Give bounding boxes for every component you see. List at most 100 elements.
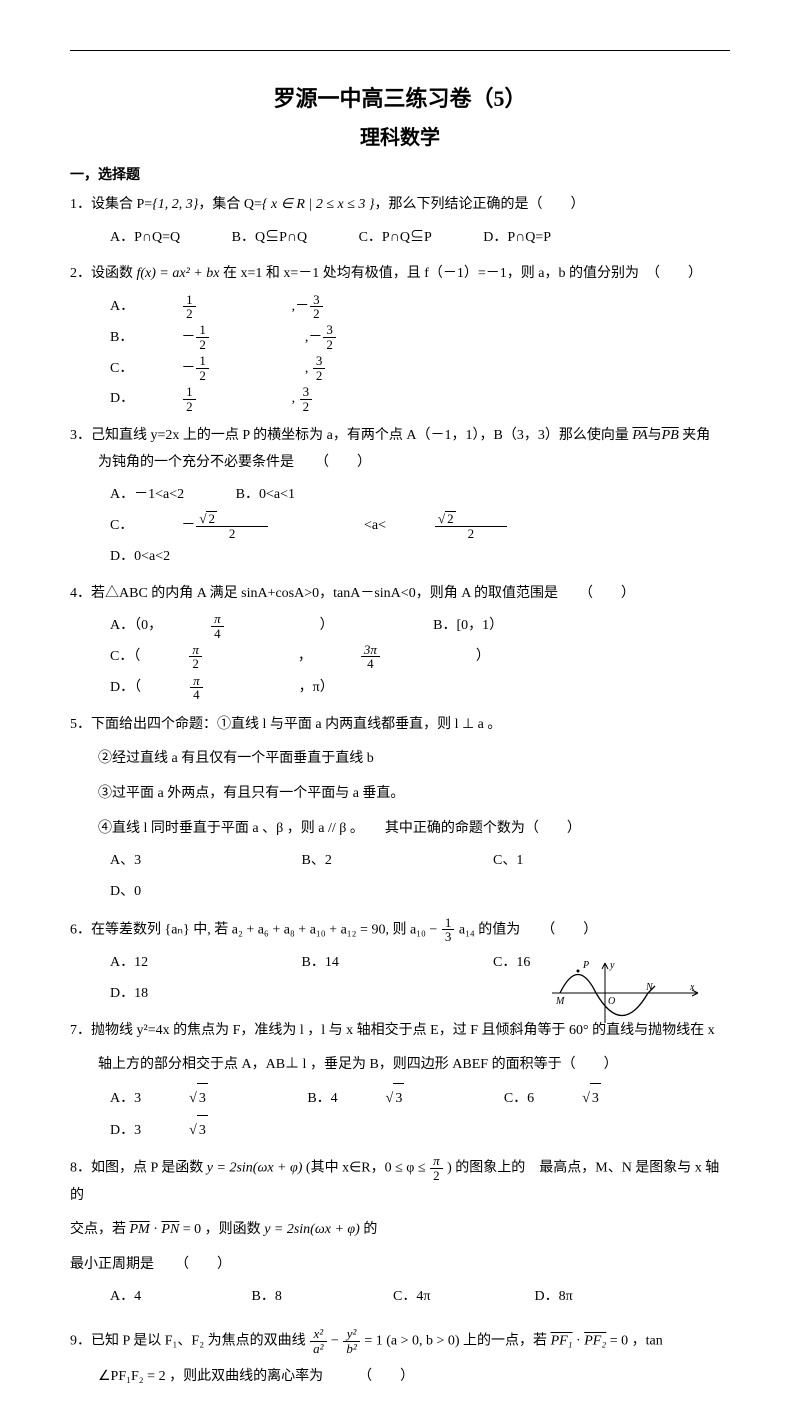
d: 2 bbox=[430, 1169, 443, 1183]
d: 4 bbox=[361, 657, 380, 671]
n: 3 bbox=[300, 385, 313, 400]
r: 3 bbox=[197, 1115, 208, 1147]
q1-C: C．P∩Q⊆P bbox=[359, 223, 432, 254]
q3-C-mid: <a< bbox=[364, 511, 386, 542]
s: ） bbox=[476, 642, 490, 673]
page: 罗源一中高三练习卷（5） 理科数学 一，选择题 1．设集合 P={1, 2, 3… bbox=[0, 0, 800, 1424]
d: 2 bbox=[189, 657, 202, 671]
q5-A: A、3 bbox=[110, 846, 250, 877]
question-2: 2．设函数 f(x) = ax² + bx 在 x=1 和 x=－1 处均有极值… bbox=[70, 261, 730, 288]
q3-PA: PA bbox=[632, 428, 647, 443]
r: 2 bbox=[445, 511, 456, 526]
q8-PM: PM bbox=[130, 1222, 150, 1237]
p: D．（ bbox=[110, 673, 141, 704]
q1-setQ: { x ∈ R | 2 ≤ x ≤ 3 } bbox=[262, 197, 375, 212]
q4-A: A．（0，π4） bbox=[110, 611, 382, 642]
q5-B: B、2 bbox=[302, 846, 442, 877]
q5-p2: ②经过直线 a 有且仅有一个平面垂直于直线 b bbox=[70, 746, 730, 773]
doc-title: 罗源一中高三练习卷（5） bbox=[70, 81, 730, 113]
q1-stem-c: ，那么下列结论正确的是（ ） bbox=[375, 197, 585, 212]
q8-l2a: 交点，若 bbox=[70, 1222, 130, 1237]
section-heading: 一，选择题 bbox=[70, 164, 730, 184]
q8-A: A．4 bbox=[110, 1282, 200, 1313]
q8-C: C．4π bbox=[393, 1282, 483, 1313]
label-x: x bbox=[689, 982, 695, 993]
label-M: M bbox=[555, 996, 565, 1007]
q8-stem-a: 8．如图，点 P 是函数 bbox=[70, 1161, 207, 1176]
q9-stem-b: = 1 (a > 0, b > 0) 上的一点，若 bbox=[364, 1334, 550, 1349]
n: 1 bbox=[442, 916, 455, 931]
q3-PB: PB bbox=[662, 428, 679, 443]
d: 2 bbox=[183, 400, 196, 414]
n: 3π bbox=[361, 643, 380, 658]
q9-stem-a: 9．已知 P 是以 F₁、F₂ 为焦点的双曲线 bbox=[70, 1334, 309, 1349]
n: 3 bbox=[313, 354, 326, 369]
q4-D: D．（π4，π） bbox=[110, 673, 382, 704]
q1-B: B．Q⊆P∩Q bbox=[232, 223, 307, 254]
n: x² bbox=[310, 1327, 326, 1342]
q5-options: A、3 B、2 C、1 D、0 bbox=[110, 846, 730, 908]
q2-A-pre: A． bbox=[110, 292, 134, 323]
d: 2 bbox=[183, 307, 196, 321]
q8-PN: PN bbox=[161, 1222, 179, 1237]
q8-B: B．8 bbox=[252, 1282, 342, 1313]
q6-A: A．12 bbox=[110, 948, 250, 979]
n: 3 bbox=[310, 293, 323, 308]
p: A．（0， bbox=[110, 611, 162, 642]
minus: − bbox=[328, 1334, 343, 1349]
label-O: O bbox=[608, 996, 615, 1007]
m: ， bbox=[298, 642, 312, 673]
q1-D: D．P∩Q=P bbox=[483, 223, 551, 254]
question-1: 1．设集合 P={1, 2, 3}，集合 Q={ x ∈ R | 2 ≤ x ≤… bbox=[70, 192, 730, 219]
d: 4 bbox=[211, 627, 224, 641]
q1-setP: {1, 2, 3} bbox=[152, 197, 198, 212]
label-P: P bbox=[582, 960, 589, 971]
q8-line2: 交点，若 PM · PN = 0 ，则函数 y = 2sin(ωx + φ) 的 bbox=[70, 1217, 730, 1244]
q3-A: A．－1<a<2 bbox=[110, 480, 184, 511]
d: a² bbox=[310, 1342, 326, 1356]
question-6: 6．在等差数列 {aₙ} 中, 若 a₂ + a₆ + a₈ + a₁₀ + a… bbox=[70, 916, 730, 944]
n: π bbox=[189, 643, 202, 658]
n: π bbox=[190, 674, 203, 689]
q1-A: A．P∩Q=Q bbox=[110, 223, 180, 254]
q6-B: B．14 bbox=[302, 948, 442, 979]
q7-A: A．3√3 bbox=[110, 1083, 256, 1115]
q8-stem-b: (其中 x∈R，0 ≤ φ ≤ bbox=[302, 1161, 429, 1176]
q3-D: D．0<a<2 bbox=[110, 542, 170, 573]
q9-PF2: PF₂ bbox=[584, 1334, 606, 1349]
d: 3 bbox=[442, 930, 455, 944]
n: 1 bbox=[196, 323, 209, 338]
q3-options: A．－1<a<2 B．0<a<1 C．－√22 <a< √22 D．0<a<2 bbox=[110, 480, 730, 572]
q1-stem-b: ，集合 Q= bbox=[198, 197, 262, 212]
n: 3 bbox=[323, 323, 336, 338]
q8-l2c: 的 bbox=[360, 1222, 378, 1237]
p: A．3 bbox=[110, 1084, 141, 1115]
question-4: 4．若△ABC 的内角 A 满足 sinA+cosA>0，tanA－sinA<0… bbox=[70, 581, 730, 608]
d: 2 bbox=[196, 338, 209, 352]
point-P bbox=[577, 970, 580, 973]
q3-line2: 为钝角的一个充分不必要条件是 （ ） bbox=[70, 450, 730, 477]
q7-line2: 轴上方的部分相交于点 A，AB⊥ l ，垂足为 B，则四边形 ABEF 的面积等… bbox=[70, 1052, 730, 1079]
question-8: 8．如图，点 P 是函数 y = 2sin(ωx + φ) (其中 x∈R，0 … bbox=[70, 1154, 730, 1209]
q2-C: C．－12, 32 bbox=[110, 354, 421, 385]
p: D．3 bbox=[110, 1116, 141, 1147]
p: C．6 bbox=[504, 1084, 534, 1115]
d: 2 bbox=[323, 338, 336, 352]
q3-C: C．－√22 <a< √22 bbox=[110, 511, 603, 542]
q9-PF1: PF₁ bbox=[551, 1334, 573, 1349]
p: B．4 bbox=[307, 1084, 337, 1115]
q7-C: C．6√3 bbox=[504, 1083, 649, 1115]
q8-l2b: = 0 ，则函数 bbox=[179, 1222, 264, 1237]
n: π bbox=[430, 1154, 443, 1169]
sine-graph: P M O N x y bbox=[550, 958, 700, 1028]
d: 2 bbox=[300, 400, 313, 414]
q7-B: B．4√3 bbox=[307, 1083, 452, 1115]
d: 2 bbox=[196, 369, 209, 383]
question-3: 3．己知直线 y=2x 上的一点 P 的横坐标为 a，有两个点 A（－1，1），… bbox=[70, 423, 730, 476]
r: 3 bbox=[393, 1083, 404, 1115]
q2-C-pre: C． bbox=[110, 354, 133, 385]
q2-stem-a: 2．设函数 bbox=[70, 266, 137, 281]
q8-D: D．8π bbox=[535, 1282, 625, 1313]
q5-p4: ④直线 l 同时垂直于平面 a 、β ，则 a // β 。 其中正确的命题个数… bbox=[70, 816, 730, 843]
n: y² bbox=[343, 1327, 359, 1342]
